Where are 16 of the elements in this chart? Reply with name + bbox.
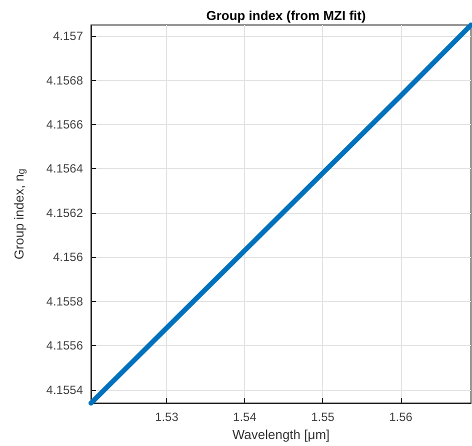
x-axis-title: Wavelength [μm] bbox=[232, 427, 330, 442]
y-tick-label: 4.1564 bbox=[46, 162, 84, 176]
x-tick-label: 1.54 bbox=[233, 410, 257, 424]
y-tick-label: 4.1562 bbox=[46, 206, 84, 220]
x-tick-label: 1.56 bbox=[389, 410, 413, 424]
x-tick-label: 1.53 bbox=[155, 410, 179, 424]
y-tick-label: 4.1566 bbox=[46, 118, 84, 132]
y-tick-label: 4.1558 bbox=[46, 294, 84, 308]
y-tick-label: 4.1554 bbox=[46, 382, 84, 397]
y-tick-label: 4.156 bbox=[52, 250, 84, 264]
y-tick-label: 4.1556 bbox=[46, 338, 84, 353]
y-tick-label: 4.1568 bbox=[46, 73, 84, 88]
chart-title: Group index (from MZI fit) bbox=[206, 8, 366, 23]
y-tick-label: 4.157 bbox=[52, 29, 84, 44]
x-tick-label: 1.55 bbox=[311, 410, 335, 424]
y-axis-title: Group index, ng bbox=[12, 168, 28, 260]
